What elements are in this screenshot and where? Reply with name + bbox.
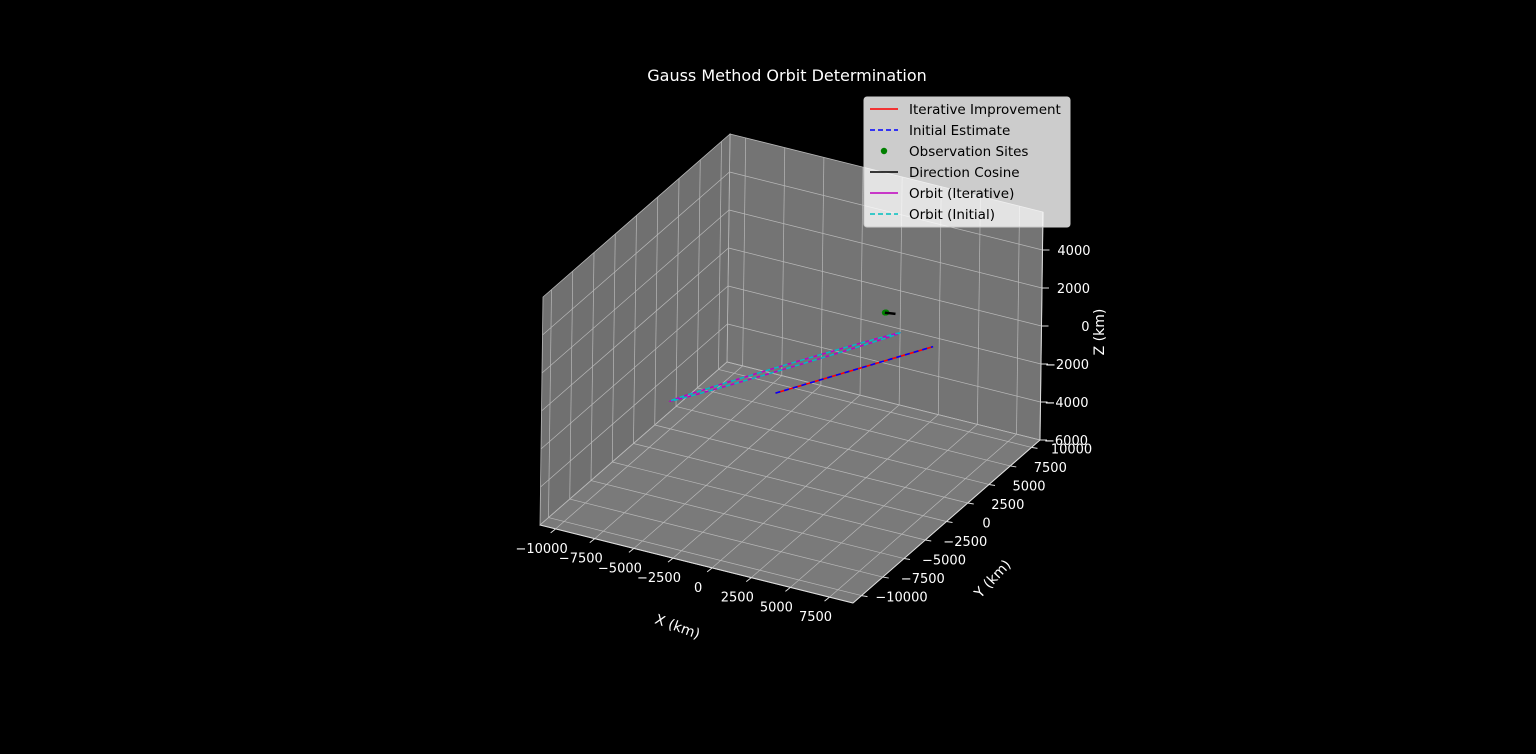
- legend-label-direction-cosine: Direction Cosine: [909, 165, 1020, 181]
- tick-labels: −10000−7500−5000−25000250050007500−10000…: [515, 244, 1092, 625]
- y-tick-label: −10000: [875, 591, 927, 606]
- grid-line-z: [541, 247, 729, 412]
- y-tick-mark: [903, 558, 911, 561]
- y-tick-label: 0: [982, 517, 990, 532]
- grid-line-y: [654, 424, 968, 504]
- y-tick-label: −5000: [922, 554, 966, 569]
- grid-line-z: [727, 285, 1042, 365]
- grid-line-z: [540, 323, 728, 488]
- y-tick-label: 10000: [1051, 442, 1092, 457]
- legend: Iterative Improvement Initial Estimate Obs…: [863, 96, 1071, 228]
- data-series: [668, 309, 934, 402]
- legend-box: [863, 96, 1071, 228]
- grid-line-y: [612, 461, 926, 541]
- y-tick-mark: [1031, 446, 1038, 449]
- x-tick-label: −10000: [515, 542, 567, 557]
- grid-line-z: [726, 361, 1041, 441]
- legend-label-orbit-initial: Orbit (Initial): [909, 207, 995, 223]
- y-tick-mark: [882, 576, 889, 579]
- x-tick-mark: [745, 577, 752, 583]
- y-tick-mark: [967, 502, 974, 505]
- z-tick-label: 4000: [1057, 244, 1090, 259]
- x-tick-mark: [628, 548, 635, 553]
- grid-line-y: [569, 498, 883, 578]
- z-tick-label: −4000: [1045, 396, 1089, 411]
- legend-label-initial-estimate: Initial Estimate: [909, 123, 1010, 139]
- y-tick-mark: [1010, 465, 1017, 468]
- grid-line-y: [590, 480, 905, 559]
- x-tick-label: 2500: [721, 591, 754, 606]
- series-initial-estimate: [775, 345, 934, 394]
- legend-marker-observation-sites: [880, 147, 888, 155]
- y-tick-mark: [946, 521, 953, 523]
- z-tick-label: −2000: [1045, 358, 1089, 373]
- chart-title: Gauss Method Orbit Determination: [647, 66, 927, 85]
- x-tick-label: −5000: [598, 561, 642, 576]
- grid-line-z: [540, 285, 729, 450]
- x-tick-label: 0: [694, 581, 702, 596]
- y-tick-label: 5000: [1012, 480, 1045, 495]
- grid-line-y: [718, 369, 1032, 448]
- y-tick-label: 7500: [1034, 461, 1067, 476]
- grid-line-z: [727, 323, 1041, 403]
- x-axis-label: X (km): [653, 612, 702, 643]
- x-tick-label: −7500: [559, 552, 603, 567]
- grid-line-y: [548, 517, 862, 596]
- x-tick-label: −2500: [637, 571, 681, 586]
- x-axis-line: [539, 524, 854, 604]
- grid-line-z: [539, 361, 728, 526]
- x-tick-label: 7500: [799, 610, 832, 625]
- grid-lines: [539, 137, 1043, 598]
- x-tick-mark: [550, 528, 556, 534]
- legend-label-observation-sites: Observation Sites: [909, 144, 1028, 160]
- x-tick-mark: [667, 557, 674, 563]
- grid-line-y: [633, 443, 947, 522]
- grid-line-y: [697, 387, 1011, 467]
- y-tick-label: 2500: [991, 498, 1024, 513]
- x-tick-mark: [589, 538, 596, 544]
- y-tick-label: −7500: [901, 572, 945, 587]
- x-tick-mark: [706, 567, 713, 573]
- y-tick-mark: [861, 595, 868, 598]
- y-tick-mark: [988, 483, 996, 486]
- x-tick-mark: [824, 596, 830, 602]
- y-tick-mark: [925, 539, 932, 542]
- z-tick-label: 0: [1081, 320, 1089, 335]
- legend-label-orbit-iterative: Orbit (Iterative): [909, 186, 1014, 202]
- series-orbit-initial: [668, 332, 901, 402]
- series-direction-cosine: [884, 311, 896, 316]
- y-axis-label: Y (km): [971, 557, 1015, 602]
- z-axis-label: Z (km): [1092, 309, 1108, 356]
- grid-line-y: [675, 406, 990, 485]
- y-tick-label: −2500: [943, 535, 987, 550]
- x-tick-mark: [785, 587, 791, 592]
- z-tick-label: 2000: [1057, 282, 1090, 297]
- x-tick-label: 5000: [760, 600, 793, 615]
- grid-line-z: [728, 209, 1043, 289]
- grid-line-z: [541, 209, 730, 374]
- z-tick-label: −6000: [1044, 434, 1088, 449]
- legend-label-iterative-improvement: Iterative Improvement: [909, 102, 1061, 118]
- grid-line-z: [728, 247, 1042, 327]
- grid-line-z: [542, 171, 730, 336]
